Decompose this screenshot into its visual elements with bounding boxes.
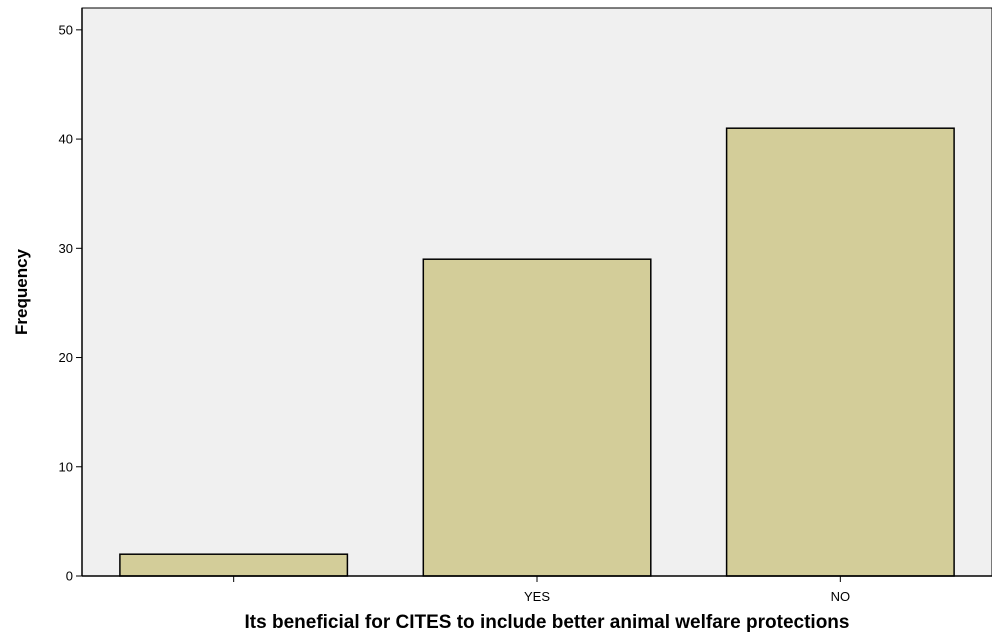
y-tick-label: 20 (59, 350, 73, 365)
bar-yes (422, 258, 652, 577)
y-axis-title: Frequency (12, 248, 31, 335)
x-tick-label: NO (831, 589, 851, 604)
ticks-group: YES NO 0 10 20 30 40 50 (59, 22, 851, 604)
y-tick-label: 50 (59, 22, 73, 37)
x-tick-label: YES (524, 589, 550, 604)
x-axis-title: Its beneficial for CITES to include bett… (245, 612, 850, 633)
y-tick-label: 0 (66, 569, 73, 584)
y-tick-label: 10 (59, 459, 73, 474)
bars-group (119, 127, 955, 577)
bar-no (725, 127, 955, 577)
bar-blank (119, 553, 349, 577)
y-tick-label: 40 (59, 132, 73, 147)
y-tick-label: 30 (59, 241, 73, 256)
